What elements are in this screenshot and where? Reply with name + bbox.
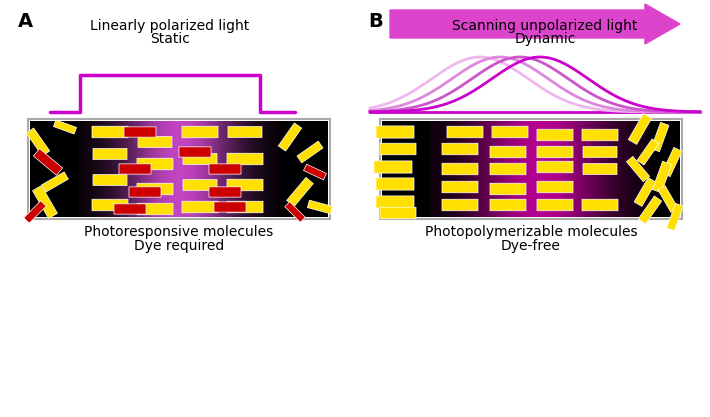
Bar bbox=[28, 119, 330, 219]
FancyBboxPatch shape bbox=[490, 199, 526, 211]
FancyBboxPatch shape bbox=[662, 147, 682, 176]
FancyBboxPatch shape bbox=[652, 161, 672, 193]
FancyBboxPatch shape bbox=[628, 113, 652, 144]
FancyBboxPatch shape bbox=[33, 186, 58, 219]
FancyBboxPatch shape bbox=[304, 164, 327, 180]
FancyBboxPatch shape bbox=[119, 164, 151, 174]
FancyBboxPatch shape bbox=[183, 153, 217, 164]
Text: Linearly polarized light: Linearly polarized light bbox=[90, 19, 250, 33]
Text: Dye-free: Dye-free bbox=[501, 239, 561, 253]
FancyBboxPatch shape bbox=[33, 149, 62, 175]
Text: Dynamic: Dynamic bbox=[514, 32, 576, 46]
FancyBboxPatch shape bbox=[307, 200, 332, 214]
Text: Photoresponsive molecules: Photoresponsive molecules bbox=[84, 225, 273, 239]
FancyBboxPatch shape bbox=[92, 199, 128, 211]
Text: Static: Static bbox=[150, 32, 190, 46]
FancyBboxPatch shape bbox=[658, 186, 678, 212]
FancyBboxPatch shape bbox=[227, 153, 263, 165]
FancyBboxPatch shape bbox=[583, 146, 617, 158]
FancyBboxPatch shape bbox=[442, 199, 478, 211]
FancyBboxPatch shape bbox=[626, 156, 650, 182]
FancyBboxPatch shape bbox=[442, 143, 478, 155]
FancyBboxPatch shape bbox=[637, 139, 659, 165]
FancyBboxPatch shape bbox=[137, 158, 173, 170]
FancyBboxPatch shape bbox=[114, 204, 146, 214]
FancyBboxPatch shape bbox=[537, 181, 573, 193]
FancyBboxPatch shape bbox=[209, 164, 241, 174]
FancyBboxPatch shape bbox=[209, 187, 241, 197]
FancyBboxPatch shape bbox=[93, 148, 127, 159]
FancyBboxPatch shape bbox=[492, 126, 528, 138]
FancyBboxPatch shape bbox=[582, 129, 618, 141]
FancyBboxPatch shape bbox=[183, 180, 217, 191]
FancyBboxPatch shape bbox=[227, 179, 263, 191]
FancyBboxPatch shape bbox=[374, 161, 412, 173]
FancyBboxPatch shape bbox=[442, 181, 478, 193]
FancyBboxPatch shape bbox=[137, 203, 173, 215]
FancyBboxPatch shape bbox=[227, 201, 263, 213]
FancyBboxPatch shape bbox=[490, 183, 526, 195]
FancyBboxPatch shape bbox=[297, 141, 323, 163]
FancyBboxPatch shape bbox=[537, 161, 573, 173]
Bar bbox=[380, 119, 682, 219]
FancyBboxPatch shape bbox=[490, 163, 526, 175]
FancyBboxPatch shape bbox=[667, 203, 683, 231]
FancyBboxPatch shape bbox=[447, 126, 483, 138]
FancyBboxPatch shape bbox=[376, 126, 414, 138]
FancyBboxPatch shape bbox=[285, 202, 305, 222]
FancyBboxPatch shape bbox=[42, 172, 68, 192]
FancyBboxPatch shape bbox=[287, 177, 313, 206]
Text: Dye required: Dye required bbox=[134, 239, 224, 253]
Text: B: B bbox=[368, 12, 383, 31]
FancyBboxPatch shape bbox=[376, 196, 414, 208]
FancyBboxPatch shape bbox=[583, 163, 617, 174]
FancyBboxPatch shape bbox=[537, 129, 573, 141]
FancyBboxPatch shape bbox=[537, 146, 573, 158]
FancyBboxPatch shape bbox=[442, 163, 478, 175]
FancyBboxPatch shape bbox=[278, 123, 302, 151]
FancyBboxPatch shape bbox=[179, 147, 211, 157]
FancyBboxPatch shape bbox=[138, 136, 172, 148]
FancyBboxPatch shape bbox=[53, 120, 77, 134]
FancyArrow shape bbox=[390, 4, 680, 44]
FancyBboxPatch shape bbox=[24, 201, 46, 223]
FancyBboxPatch shape bbox=[182, 201, 218, 213]
FancyBboxPatch shape bbox=[129, 187, 161, 197]
FancyBboxPatch shape bbox=[376, 178, 414, 190]
Text: Photopolymerizable molecules: Photopolymerizable molecules bbox=[425, 225, 638, 239]
FancyBboxPatch shape bbox=[93, 175, 127, 186]
FancyBboxPatch shape bbox=[182, 126, 218, 138]
FancyBboxPatch shape bbox=[26, 128, 50, 156]
FancyBboxPatch shape bbox=[137, 183, 173, 195]
Text: Scanning unpolarized light: Scanning unpolarized light bbox=[452, 19, 638, 33]
FancyBboxPatch shape bbox=[634, 178, 656, 206]
FancyBboxPatch shape bbox=[651, 122, 669, 152]
FancyBboxPatch shape bbox=[380, 143, 416, 155]
Text: A: A bbox=[18, 12, 33, 31]
FancyBboxPatch shape bbox=[638, 196, 662, 224]
FancyBboxPatch shape bbox=[490, 146, 526, 158]
FancyBboxPatch shape bbox=[380, 207, 416, 219]
Bar bbox=[30, 121, 328, 217]
FancyBboxPatch shape bbox=[228, 126, 262, 138]
FancyBboxPatch shape bbox=[214, 202, 246, 212]
FancyBboxPatch shape bbox=[92, 126, 128, 138]
Bar bbox=[382, 121, 680, 217]
FancyBboxPatch shape bbox=[124, 127, 156, 137]
FancyBboxPatch shape bbox=[582, 199, 618, 211]
FancyBboxPatch shape bbox=[537, 199, 573, 211]
